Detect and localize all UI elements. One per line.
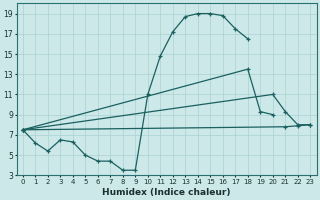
X-axis label: Humidex (Indice chaleur): Humidex (Indice chaleur) — [102, 188, 231, 197]
